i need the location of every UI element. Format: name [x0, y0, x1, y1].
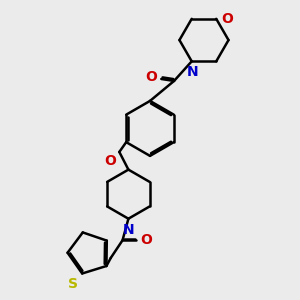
Text: O: O	[146, 70, 158, 84]
Text: S: S	[68, 278, 78, 291]
Text: O: O	[140, 233, 152, 247]
Text: O: O	[221, 12, 233, 26]
Text: O: O	[104, 154, 116, 168]
Text: N: N	[123, 223, 134, 237]
Text: N: N	[187, 65, 199, 79]
